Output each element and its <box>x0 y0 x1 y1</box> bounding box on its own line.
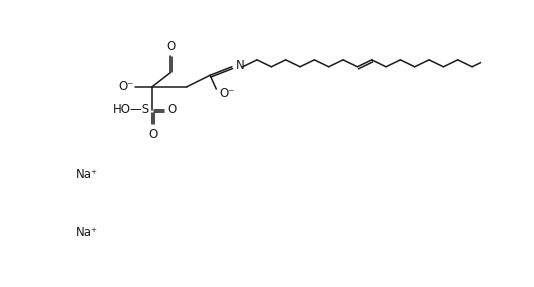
Text: O: O <box>166 40 175 53</box>
Text: O: O <box>148 128 158 141</box>
Text: N: N <box>235 59 245 72</box>
Text: HO—S: HO—S <box>113 103 151 117</box>
Text: O: O <box>168 103 177 117</box>
Text: O⁻: O⁻ <box>219 87 235 100</box>
Text: Na⁺: Na⁺ <box>76 226 98 239</box>
Text: Na⁺: Na⁺ <box>76 168 98 181</box>
Text: O⁻: O⁻ <box>118 80 134 93</box>
